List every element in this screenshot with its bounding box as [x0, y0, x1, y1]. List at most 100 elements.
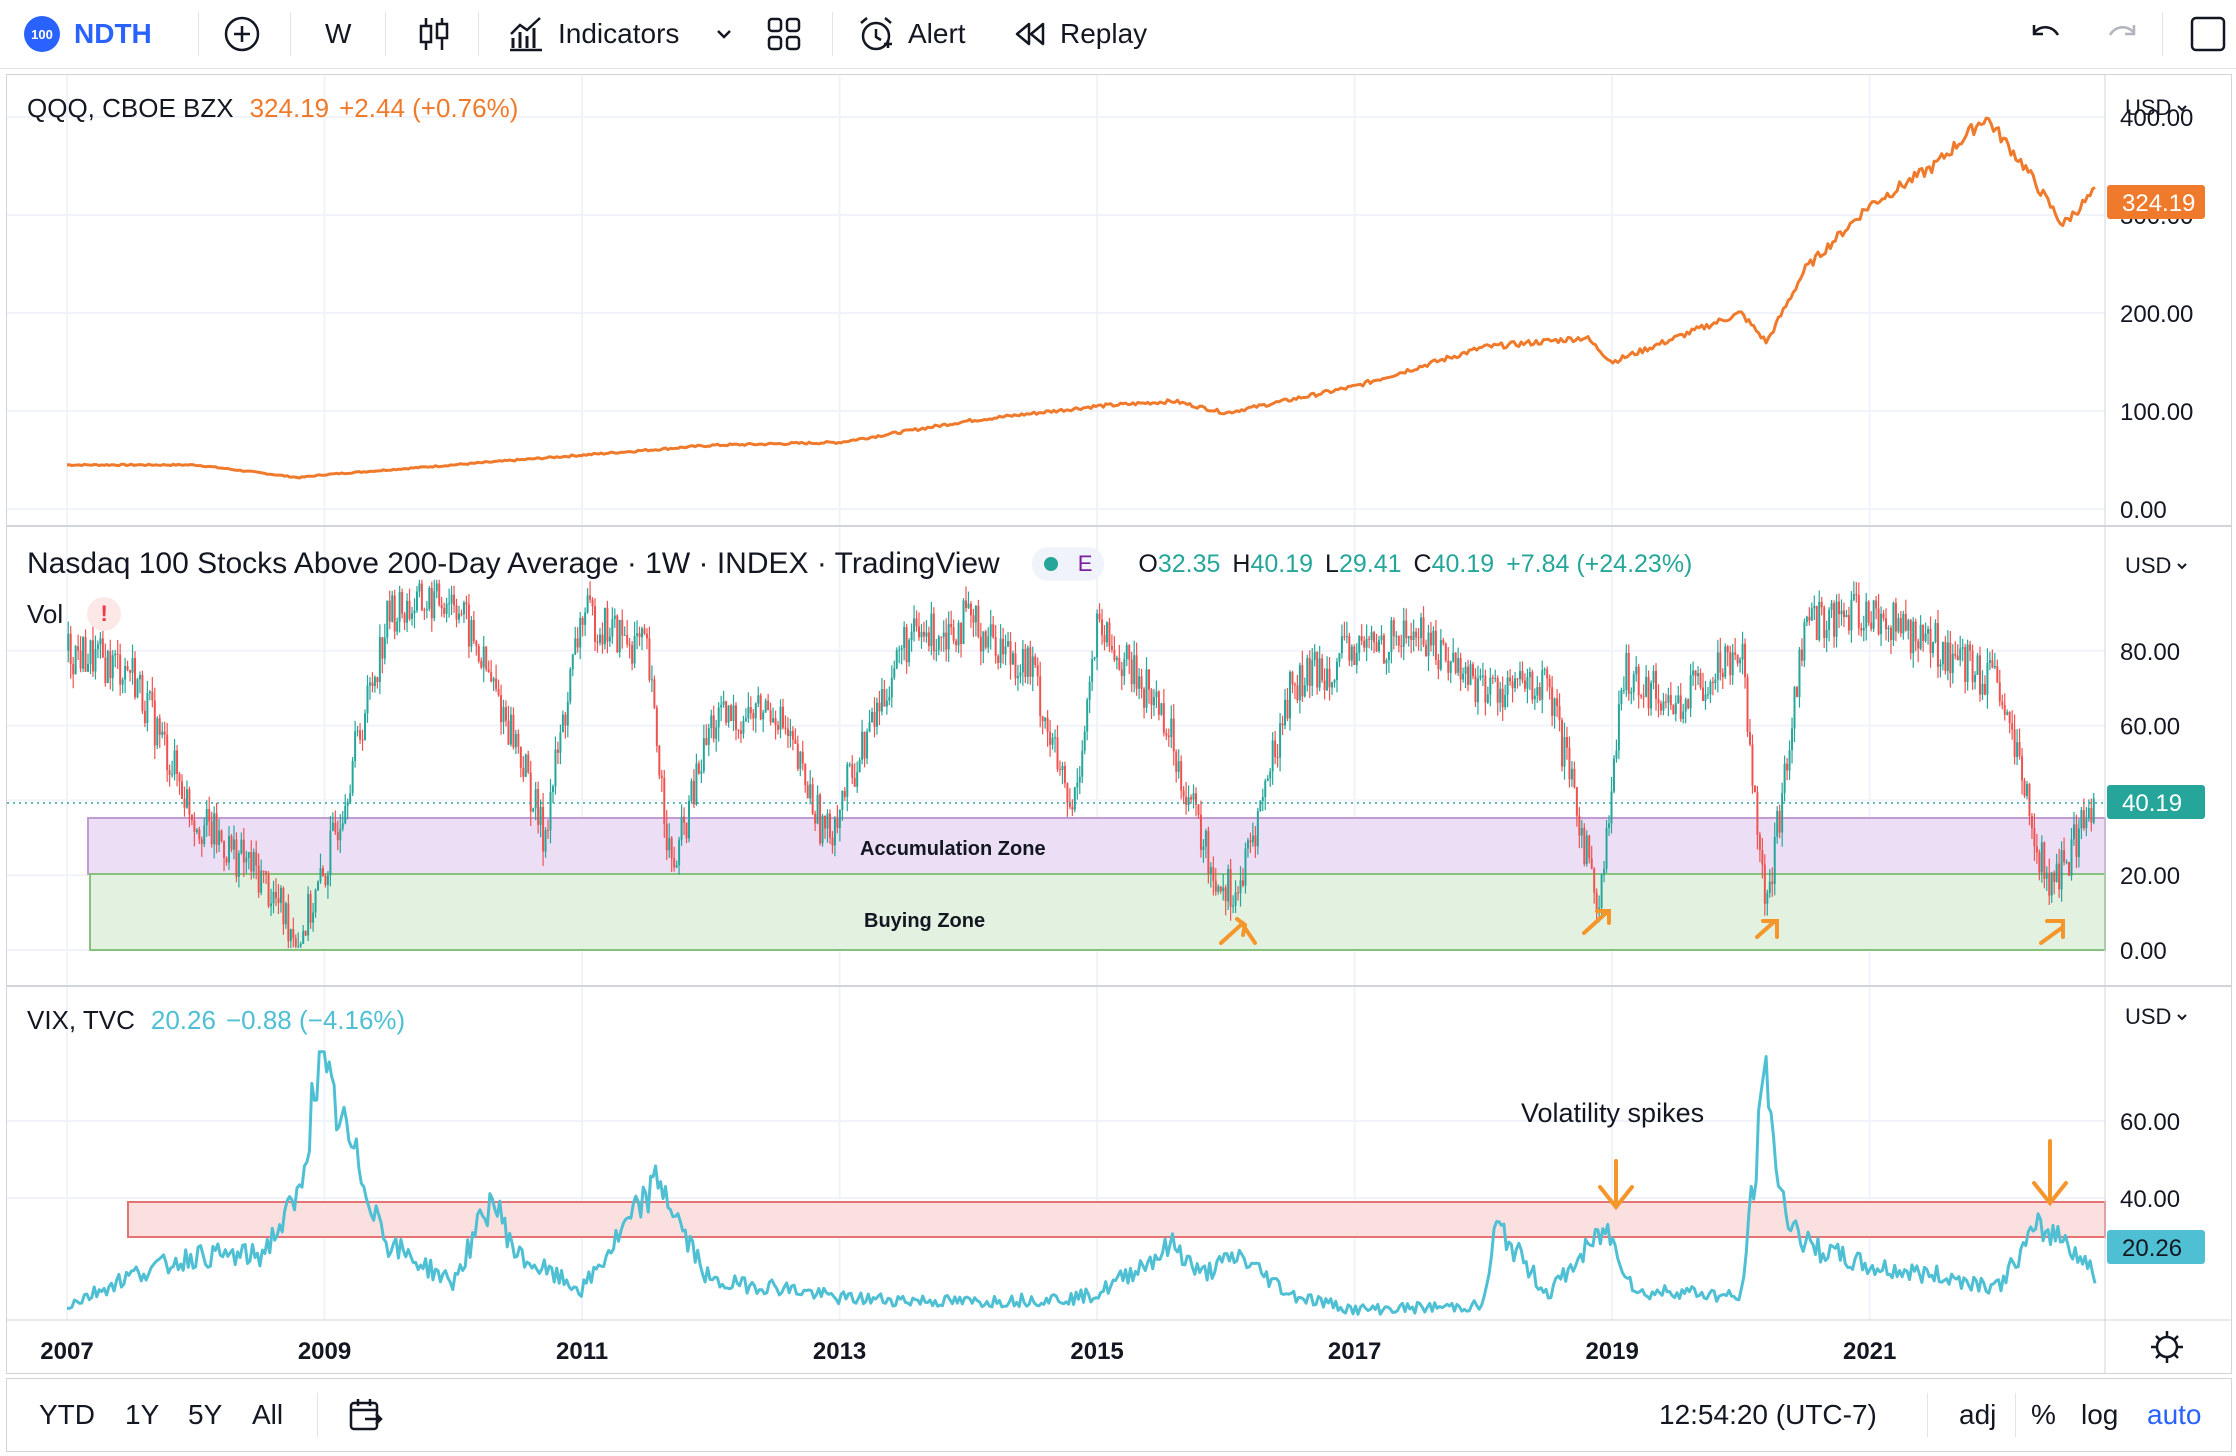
ndth-candle — [974, 605, 977, 637]
warning-icon[interactable]: ! — [87, 597, 122, 631]
ndth-candle — [950, 610, 953, 635]
log-toggle[interactable]: log — [2081, 1379, 2118, 1451]
percent-toggle[interactable]: % — [2031, 1379, 2056, 1451]
earnings-badge[interactable]: E — [1031, 547, 1105, 581]
ndth-candle — [1734, 638, 1737, 661]
grid-layout-icon — [767, 17, 801, 51]
replay-button[interactable]: Replay — [1012, 0, 1147, 68]
vix-legend[interactable]: VIX, TVC 20.26 −0.88 (−4.16%) — [27, 1005, 405, 1036]
ndth-candle — [1556, 689, 1559, 718]
chevron-down-icon[interactable] — [2177, 563, 2187, 570]
ndth-value-tick: 0.00 — [2120, 938, 2167, 965]
ndth-candle — [1237, 886, 1240, 901]
ndth-candle — [1516, 678, 1519, 689]
vol-legend[interactable]: Vol ! — [27, 597, 122, 631]
ndth-candle — [1818, 590, 1821, 642]
range-1y-button[interactable]: 1Y — [125, 1379, 159, 1451]
ndth-candle — [668, 823, 671, 858]
ndth-candle — [321, 865, 324, 877]
ndth-candle — [368, 677, 371, 700]
ndth-candle — [1771, 867, 1774, 897]
adj-toggle[interactable]: adj — [1959, 1379, 1996, 1451]
ndth-candle — [1385, 658, 1388, 675]
chart-type-button[interactable] — [416, 0, 452, 68]
indicators-button[interactable]: Indicators — [506, 0, 679, 68]
ndth-candle — [1981, 670, 1984, 701]
candles-icon — [419, 18, 449, 50]
ndth-candle — [153, 687, 156, 760]
indicators-dropdown-button[interactable] — [712, 0, 736, 68]
ndth-candle — [490, 660, 493, 683]
ndth-candle — [509, 706, 512, 747]
ndth-candle — [542, 792, 545, 867]
ndth-candle — [1959, 635, 1962, 667]
ndth-candle — [1175, 749, 1178, 783]
ndth-candle — [351, 756, 354, 797]
chart-canvas[interactable]: Accumulation Zone Buying Zone Volatility… — [7, 75, 2231, 1373]
alert-button[interactable]: Alert — [856, 0, 966, 68]
ndth-candle — [819, 792, 822, 846]
vix-currency-selector[interactable]: USD — [2125, 1004, 2171, 1029]
ndth-candle — [1650, 680, 1653, 716]
ndth-candle — [769, 702, 772, 726]
ndth-candle — [606, 600, 609, 654]
ndth-candle — [838, 809, 841, 842]
auto-toggle[interactable]: auto — [2147, 1379, 2202, 1451]
ndth-candle — [1704, 680, 1707, 710]
ndth-currency-selector[interactable]: USD — [2125, 553, 2171, 578]
ndth-candle — [99, 632, 102, 659]
ndth-candle — [922, 621, 925, 642]
ndth-candle — [2043, 841, 2046, 889]
ndth-candle — [754, 702, 757, 733]
ndth-candle — [1932, 641, 1935, 658]
timezone-button[interactable]: 12:54:20 (UTC-7) — [1659, 1379, 1877, 1451]
layouts-button[interactable] — [766, 0, 802, 68]
vix-line[interactable] — [66, 1050, 2097, 1316]
ndth-candle — [1825, 620, 1828, 653]
ndth-candle — [1558, 693, 1561, 732]
ndth-candle — [1239, 866, 1242, 907]
fullscreen-button[interactable] — [2188, 0, 2228, 68]
range-5y-button[interactable]: 5Y — [188, 1379, 222, 1451]
ndth-candle — [522, 756, 525, 782]
ndth-candle — [920, 624, 923, 649]
range-all-button[interactable]: All — [252, 1379, 283, 1451]
qqq-currency-selector[interactable]: USD — [2125, 95, 2171, 120]
ndth-candle — [1612, 755, 1615, 794]
ndth-candle — [772, 707, 775, 724]
ndth-candle — [1830, 599, 1833, 619]
symbol-search-button[interactable]: 100 NDTH — [24, 0, 152, 68]
ndth-candle — [712, 705, 715, 743]
ndth-candle — [1066, 782, 1069, 817]
ndth-legend[interactable]: Nasdaq 100 Stocks Above 200-Day Average … — [27, 547, 1692, 581]
qqq-price-line[interactable] — [66, 116, 2096, 480]
ndth-last-value: 40.19 — [2122, 790, 2182, 817]
ndth-candle — [683, 807, 686, 836]
compare-button[interactable] — [222, 0, 262, 68]
ndth-candle — [1511, 675, 1514, 703]
axis-settings-icon[interactable] — [2151, 1331, 2183, 1363]
range-ytd-button[interactable]: YTD — [39, 1379, 95, 1451]
ndth-candle — [752, 709, 755, 731]
ndth-candle — [888, 686, 891, 706]
ndth-candle — [354, 720, 357, 768]
redo-button[interactable] — [2104, 0, 2140, 68]
chevron-down-icon[interactable] — [2177, 105, 2187, 112]
chevron-down-icon[interactable] — [2177, 1014, 2187, 1021]
undo-button[interactable] — [2028, 0, 2064, 68]
ndth-candle — [364, 709, 367, 741]
qqq-legend[interactable]: QQQ, CBOE BZX 324.19 +2.44 (+0.76%) — [27, 93, 518, 124]
toolbar-divider — [1927, 1393, 1928, 1437]
ndth-candle — [890, 665, 893, 708]
chart-area[interactable]: Accumulation Zone Buying Zone Volatility… — [6, 74, 2232, 1374]
ndth-candle — [636, 620, 639, 650]
interval-button[interactable]: W — [325, 0, 351, 68]
ndth-candle — [79, 636, 82, 673]
ndth-candle — [964, 586, 967, 613]
ndth-candle — [2048, 858, 2051, 905]
ndth-candle — [1889, 625, 1892, 655]
alert-label: Alert — [908, 18, 966, 49]
qqq-price-tick: 0.00 — [2120, 497, 2167, 524]
ndth-candle — [915, 610, 918, 632]
go-to-date-button[interactable] — [347, 1379, 385, 1451]
